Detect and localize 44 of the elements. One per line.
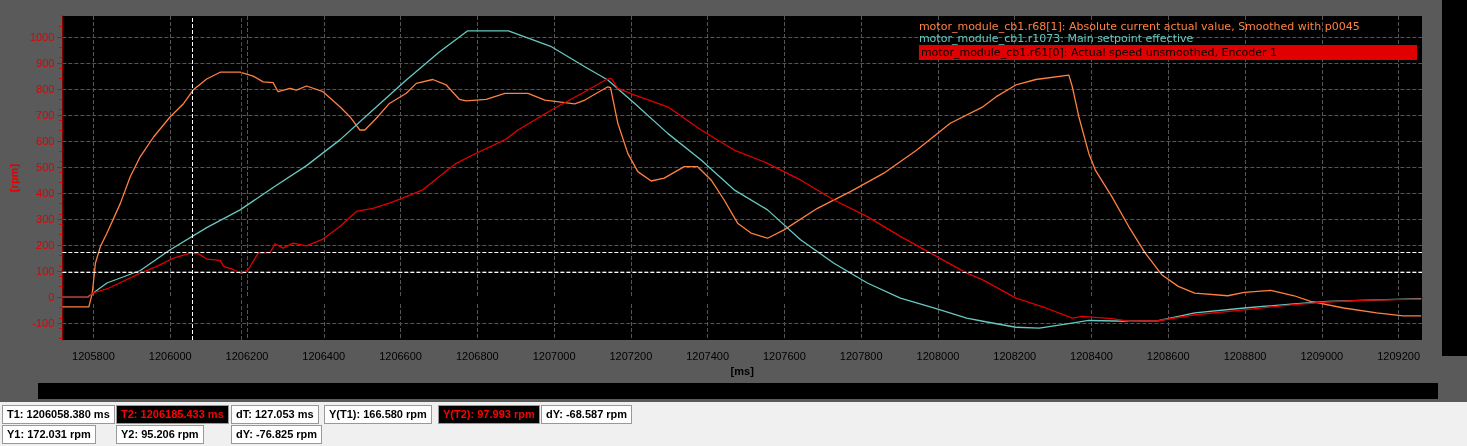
y-axis-title: [rpm] <box>7 163 20 193</box>
x-tick-label: 1206400 <box>302 349 346 362</box>
text: motor_module_cb1.r68[1]: Absolute current actual value, Smoothed with p0045 <box>918 20 1360 33</box>
x-tick-label: 1207200 <box>609 349 653 362</box>
x-tick-label: 1206600 <box>379 349 422 362</box>
x-tick-label: 1208800 <box>1223 349 1267 362</box>
x-tick-label: 1206200 <box>225 349 269 362</box>
y-tick-label: -100 <box>32 317 55 330</box>
y-tick-label: 700 <box>36 108 55 121</box>
x-tick-label: 1207800 <box>839 349 883 362</box>
text: Y(T1): 166.580 rpm <box>324 405 432 424</box>
y-tick-label: 100 <box>36 265 55 278</box>
text: motor_module_cb1.r1073: Main setpoint effective <box>918 32 1194 45</box>
x-tick-label: 1208000 <box>916 349 960 362</box>
x-tick-label: 1209200 <box>1377 349 1420 362</box>
x-tick-label: 1208400 <box>1070 349 1113 362</box>
x-tick-label: 1209000 <box>1300 349 1344 362</box>
x-tick-label: 1207400 <box>686 349 730 362</box>
text: T2: 1206185.433 ms <box>116 405 229 424</box>
text: T1: 1206058.380 ms <box>2 405 115 424</box>
x-tick-label: 1205800 <box>72 349 115 362</box>
x-axis-title: [ms] <box>730 365 755 378</box>
x-tick-label: 1206000 <box>148 349 192 362</box>
y-tick-label: 200 <box>36 239 55 252</box>
y-tick-label: 1000 <box>29 30 55 43</box>
y-tick-label: 800 <box>36 82 55 95</box>
text: dY: -76.825 rpm <box>231 425 323 444</box>
text: Y(T2): 97.993 rpm <box>438 405 540 424</box>
text: dT: 127.053 ms <box>231 405 319 424</box>
x-tick-label: 1207000 <box>532 349 576 362</box>
x-tick-label: 1207600 <box>763 349 806 362</box>
text: Y1: 172.031 rpm <box>2 425 96 444</box>
x-tick-label: 1206800 <box>455 349 499 362</box>
text: motor_module_cb1.r61[0]: Actual speed unsmoothed, Encoder 1 <box>920 46 1277 59</box>
text: dY: -68.587 rpm <box>541 405 633 424</box>
y-tick-label: 300 <box>36 212 55 225</box>
x-tick-label: 1208600 <box>1146 349 1190 362</box>
y-tick-label: 600 <box>36 134 55 147</box>
y-tick-label: 0 <box>48 291 55 304</box>
y-tick-label: 500 <box>36 160 55 173</box>
y-tick-label: 900 <box>36 56 55 69</box>
text: Y2: 95.206 rpm <box>116 425 204 444</box>
x-tick-label: 1208200 <box>993 349 1037 362</box>
y-tick-label: 400 <box>36 186 55 199</box>
